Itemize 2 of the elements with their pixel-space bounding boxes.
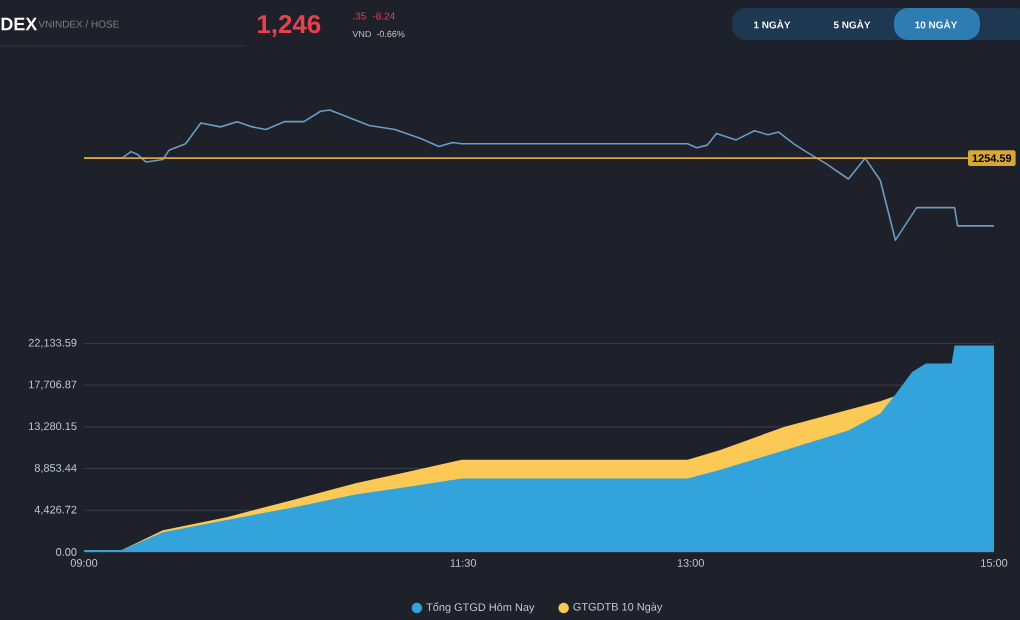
text: 1,246 [258, 14, 321, 38]
chart-title: DEX [1, 17, 38, 31]
